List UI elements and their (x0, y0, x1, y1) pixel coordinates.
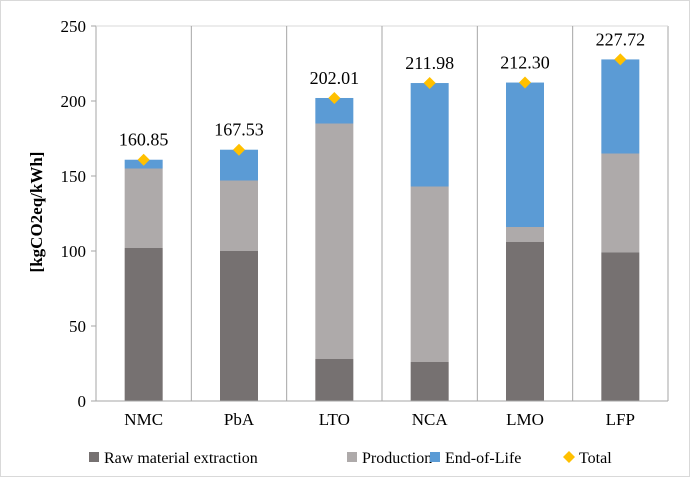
bar-segment (410, 362, 449, 401)
x-tick-label: LFP (606, 410, 635, 429)
bar-segment (506, 82, 544, 227)
x-tick-label: NCA (412, 410, 449, 429)
legend-label: Raw material extraction (104, 450, 258, 467)
total-marker (423, 77, 436, 90)
y-tick-label: 150 (61, 167, 87, 186)
bar-segment (601, 59, 640, 154)
y-tick-label: 100 (61, 242, 87, 261)
total-data-label: 212.30 (500, 53, 550, 73)
y-tick-label: 0 (78, 392, 87, 411)
total-marker (233, 143, 245, 156)
legend-label: Production (362, 450, 432, 467)
x-tick-label: LTO (319, 410, 350, 429)
y-tick-label: 50 (69, 317, 86, 336)
legend-label: Total (579, 450, 612, 467)
legend: Raw material extraction Production End-of-… (89, 450, 612, 467)
total-marker (614, 53, 627, 66)
total-marker (328, 91, 341, 104)
y-tick-label: 200 (61, 92, 87, 111)
legend-swatch (89, 452, 99, 462)
bar-segment (601, 252, 640, 401)
plot-area: 0 50 100 150 200 250 NMC PbA LTO NCA LMO LFP 160.85 1… (61, 17, 669, 429)
bar-segment (315, 123, 354, 359)
bar-segment (124, 248, 163, 401)
x-tick-label: LMO (506, 410, 544, 429)
total-data-label: 211.98 (405, 53, 454, 73)
total-marker (519, 76, 531, 89)
x-tick-label: PbA (224, 410, 255, 429)
bar-segment (315, 359, 354, 401)
y-tick-label: 250 (61, 17, 87, 36)
bar-segment (410, 186, 449, 362)
bar-segment (410, 83, 449, 187)
legend-swatch (430, 452, 440, 462)
bar-segment (506, 227, 544, 242)
y-axis-label: [kgCO2eq/kWh] (27, 152, 46, 273)
x-tick-label: NMC (124, 410, 163, 429)
bar-segment (601, 153, 640, 253)
bar-segment (220, 251, 258, 401)
total-marker (137, 153, 150, 166)
legend-label: End-of-Life (445, 450, 521, 467)
bar-segment (220, 180, 258, 251)
total-data-label: 160.85 (119, 130, 169, 150)
bar-segment (506, 242, 544, 401)
legend-swatch (347, 452, 357, 462)
legend-swatch (563, 451, 575, 463)
bar-segment (124, 168, 163, 248)
total-data-label: 227.72 (596, 29, 646, 49)
total-data-label: 202.01 (310, 68, 360, 88)
total-data-label: 167.53 (214, 120, 264, 140)
